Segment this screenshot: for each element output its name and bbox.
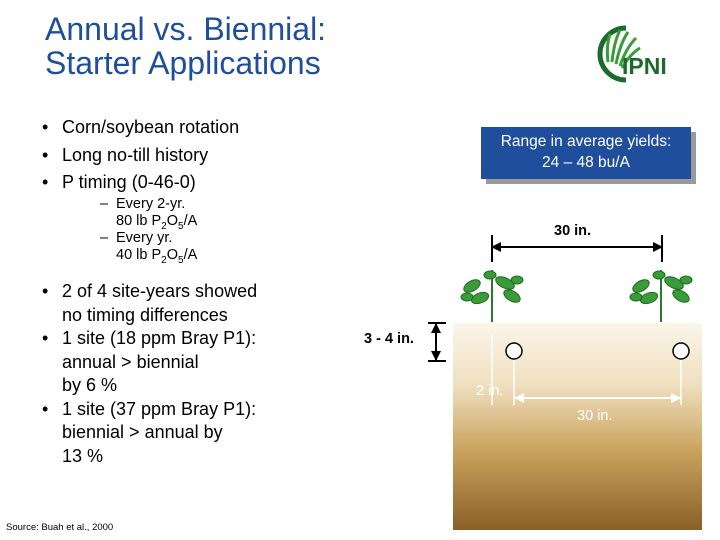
offset-label: 2 in. [476,383,504,399]
bullet-item: • Corn/soybean rotation [42,114,239,142]
bullet-list-results: • 2 of 4 site-years showed no timing diff… [42,280,342,468]
sub-bullet-rate: 80 lb P2O5/A [116,213,198,232]
band-spacing-label: 30 in. [577,408,613,424]
source-citation: Source: Buah et al., 2000 [6,522,114,533]
soil-block [453,323,702,530]
yield-line-1: Range in average yields: [500,133,672,150]
bullet-text: Corn/soybean rotation [62,117,240,137]
slide-title: Annual vs. Biennial: Starter Application… [45,12,326,80]
fertilizer-band-left [505,342,523,360]
sub-bullet-label: Every 2-yr. [116,196,186,212]
bullet-text: 1 site (37 ppm Bray P1): biennial > annu… [62,398,257,466]
bullet-list-top: • Corn/soybean rotation • Long no-till his… [42,114,239,197]
title-line-1: Annual vs. Biennial: [45,11,327,47]
sub-bullet-list: – Every 2-yr. 80 lb P2O5/A – Every yr. 40 … [42,196,198,266]
plant-right-icon [629,270,693,322]
bullet-item: • 2 of 4 site-years showed no timing diff… [42,280,342,327]
yield-line-2: 24 – 48 bu/A [542,154,630,171]
sub-bullet-every-2yr: – Every 2-yr. 80 lb P2O5/A [100,196,198,232]
depth-label: 3 - 4 in. [364,331,414,347]
bullet-text: P timing (0-46-0) [62,172,196,192]
sub-bullet-every-yr: – Every yr. 40 lb P2O5/A [100,230,198,266]
bullet-item: • 1 site (37 ppm Bray P1): biennial > ann… [42,398,342,469]
plant-left-icon [460,270,524,322]
row-spacing-label: 30 in. [554,223,592,239]
bullet-item: • P timing (0-46-0) [42,169,239,197]
sub-bullet-label: Every yr. [116,230,173,246]
bullet-text: Long no-till history [62,144,209,165]
bullet-text: 2 of 4 site-years showed no timing diffe… [62,281,258,325]
bullet-item: • Long no-till history [42,142,239,170]
logo-text: IPNI [622,53,667,79]
fertilizer-band-right [672,342,690,360]
bullet-text: 1 site (18 ppm Bray P1): annual > bienni… [62,328,257,395]
sub-bullet-rate: 40 lb P2O5/A [116,247,198,266]
yield-range-box: Range in average yields: 24 – 48 bu/A [481,127,691,179]
bullet-item: • 1 site (18 ppm Bray P1): annual > bienn… [42,327,342,398]
ipni-logo-icon [597,25,641,83]
title-line-2: Starter Applications [45,45,321,81]
